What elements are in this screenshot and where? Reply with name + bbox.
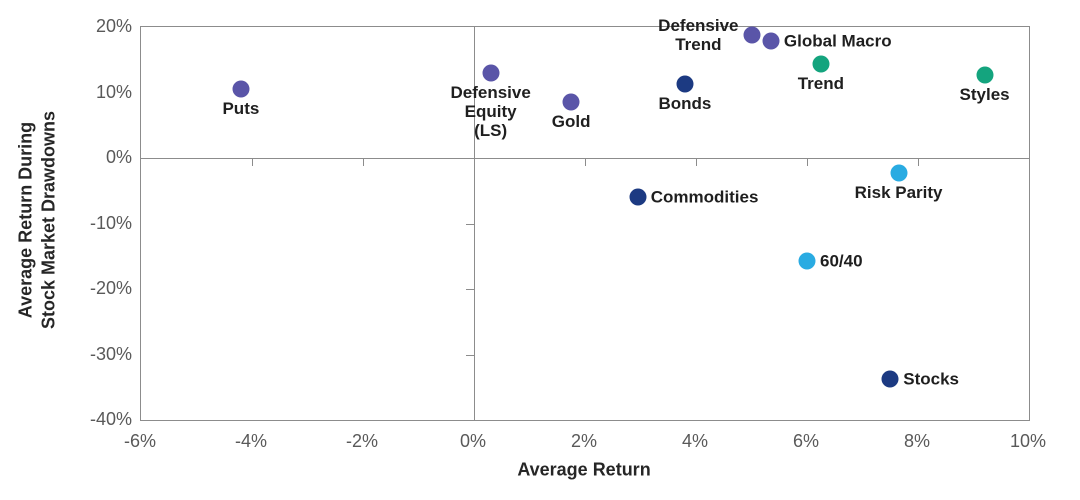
data-point-commodities [629, 188, 647, 206]
x-axis-title: Average Return [517, 459, 651, 480]
data-point-styles [976, 66, 994, 84]
data-point-defensive-trend [743, 26, 760, 44]
x-tick-label-4: -4% [234, 431, 268, 451]
data-point-label-risk-parity: Risk Parity [854, 183, 943, 203]
y-tick-label-0: 0% [105, 147, 132, 167]
data-point-60-40 [798, 252, 816, 270]
y-tick-label-10: -10% [89, 212, 132, 233]
y-tick-label-10: 10% [95, 81, 132, 102]
y-axis-tick-mark [466, 92, 474, 94]
data-point-label-stocks: Stocks [903, 369, 959, 389]
x-tick-label-6: -6% [123, 431, 157, 451]
y-tick-label-20: 20% [95, 16, 132, 36]
x-tick-label-10: 10% [1009, 431, 1047, 451]
data-point-label-defensive-trend: Defensive Trend [658, 15, 739, 54]
y-axis-tick-mark [466, 289, 474, 290]
data-point-trend [812, 55, 830, 73]
y-tick-label-40: -40% [89, 409, 132, 429]
x-axis-tick-mark [363, 158, 364, 166]
x-axis-tick-mark [252, 158, 253, 166]
data-point-label-commodities: Commodities [650, 187, 759, 207]
y-tick-label-20: -20% [89, 278, 132, 298]
data-point-label-puts: Puts [222, 99, 260, 119]
data-point-puts [232, 80, 250, 98]
data-point-gold [562, 93, 580, 111]
x-zero-axis-line [474, 27, 475, 420]
plot-area: Puts Defensive Equity (LS) Gold Bonds Defens… [140, 16, 1030, 421]
x-tick-label-2: -2% [345, 431, 379, 451]
data-point-label-60-40: 60/40 [820, 251, 863, 271]
data-point-defensive-equity-ls [482, 64, 500, 82]
x-tick-label-8: 8% [903, 431, 931, 451]
data-point-label-bonds: Bonds [658, 93, 712, 113]
data-point-stocks [881, 370, 899, 388]
data-point-label-trend: Trend [797, 74, 845, 94]
x-axis-tick-mark [807, 158, 808, 166]
data-point-global-macro [762, 32, 780, 50]
data-point-bonds [676, 75, 694, 93]
x-tick-label-6: 6% [792, 431, 820, 451]
data-point-label-global-macro: Global Macro [783, 31, 892, 51]
x-axis-tick-mark [585, 158, 586, 166]
x-tick-label-4: 4% [681, 431, 709, 451]
data-point-risk-parity [890, 164, 908, 182]
data-point-label-gold: Gold [551, 112, 591, 132]
y-axis-tick-mark [466, 223, 474, 225]
x-axis-tick-mark [918, 158, 919, 166]
x-axis-tick-mark [696, 158, 697, 166]
x-tick-label-0: 0% [459, 431, 487, 451]
data-point-label-styles: Styles [959, 84, 1010, 104]
y-tick-label-30: -30% [89, 343, 132, 364]
y-axis-tick-mark [466, 354, 474, 356]
data-point-label-defensive-equity-ls: Defensive Equity (LS) [450, 82, 531, 140]
x-tick-label-2: 2% [570, 431, 598, 451]
